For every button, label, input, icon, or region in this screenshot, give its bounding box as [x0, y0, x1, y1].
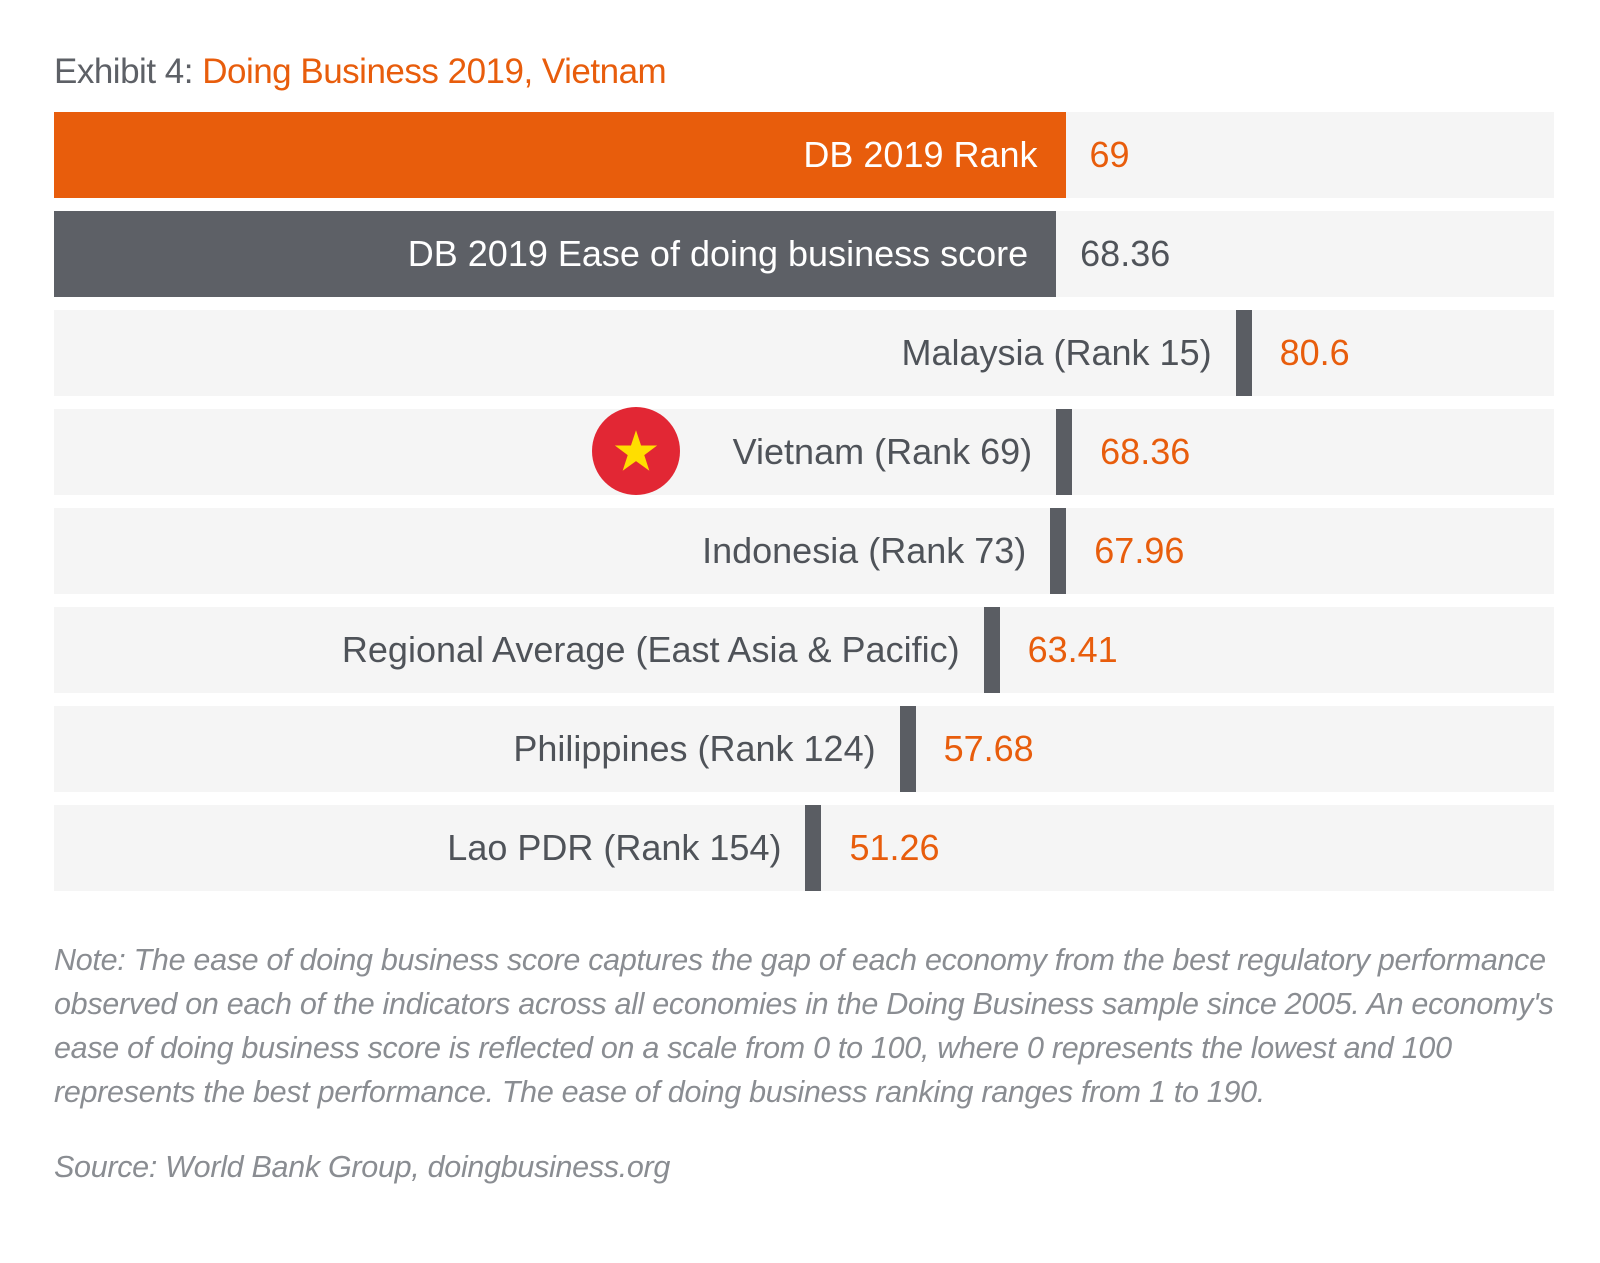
value-marker	[899, 706, 916, 792]
category-label: Lao PDR (Rank 154)	[447, 827, 782, 868]
value-label: 57.68	[943, 728, 1034, 769]
header-bar-label: DB 2019 Rank	[803, 134, 1038, 175]
bar-track	[54, 409, 1554, 495]
header-bar-row: DB 2019 Rank 69	[54, 112, 1554, 198]
value-marker	[1056, 409, 1073, 495]
category-row: Indonesia (Rank 73) 67.96	[54, 508, 1554, 594]
exhibit-title: Doing Business 2019, Vietnam	[202, 52, 667, 91]
header-bar-value: 69	[1089, 134, 1130, 175]
bar-track	[54, 310, 1554, 396]
header-bar-row: DB 2019 Ease of doing business score 68.3…	[54, 211, 1554, 297]
bar-track	[54, 805, 1554, 891]
value-marker	[1050, 508, 1067, 594]
star-icon	[614, 430, 658, 471]
header-bar-value: 68.36	[1080, 233, 1171, 274]
chart-title: Exhibit 4: Doing Business 2019, Vietnam	[54, 52, 667, 92]
header-bar	[54, 211, 1057, 297]
value-label: 67.96	[1094, 530, 1185, 571]
category-row: Vietnam (Rank 69) 68.36	[54, 407, 1554, 495]
bar-chart: DB 2019 Rank 69 DB 2019 Ease of doing busi…	[54, 112, 1554, 891]
value-marker	[805, 805, 822, 891]
chart-note: Note: The ease of doing business score c…	[54, 943, 1554, 1109]
category-label: Vietnam (Rank 69)	[732, 431, 1033, 472]
category-label: Philippines (Rank 124)	[513, 728, 876, 769]
category-row: Malaysia (Rank 15) 80.6	[54, 310, 1554, 396]
vietnam-flag-icon	[592, 407, 681, 495]
value-marker	[983, 607, 1000, 693]
bar-track	[54, 508, 1554, 594]
value-label: 63.41	[1027, 629, 1118, 670]
category-row: Lao PDR (Rank 154) 51.26	[54, 805, 1554, 891]
category-row: Philippines (Rank 124) 57.68	[54, 706, 1554, 792]
header-bar-label: DB 2019 Ease of doing business score	[407, 233, 1029, 274]
value-label: 68.36	[1100, 431, 1191, 472]
chart-source: Source: World Bank Group, doingbusiness.…	[54, 1150, 671, 1184]
exhibit-prefix: Exhibit 4:	[54, 52, 203, 91]
bar-track	[54, 607, 1554, 693]
category-label: Indonesia (Rank 73)	[702, 530, 1027, 571]
value-label: 51.26	[849, 827, 940, 868]
category-label: Malaysia (Rank 15)	[901, 332, 1212, 373]
value-label: 80.6	[1279, 332, 1350, 373]
category-label: Regional Average (East Asia & Pacific)	[341, 629, 960, 670]
category-row: Regional Average (East Asia & Pacific) 63…	[54, 607, 1554, 693]
header-bar	[54, 112, 1066, 198]
value-marker	[1235, 310, 1252, 396]
bar-track	[54, 706, 1554, 792]
